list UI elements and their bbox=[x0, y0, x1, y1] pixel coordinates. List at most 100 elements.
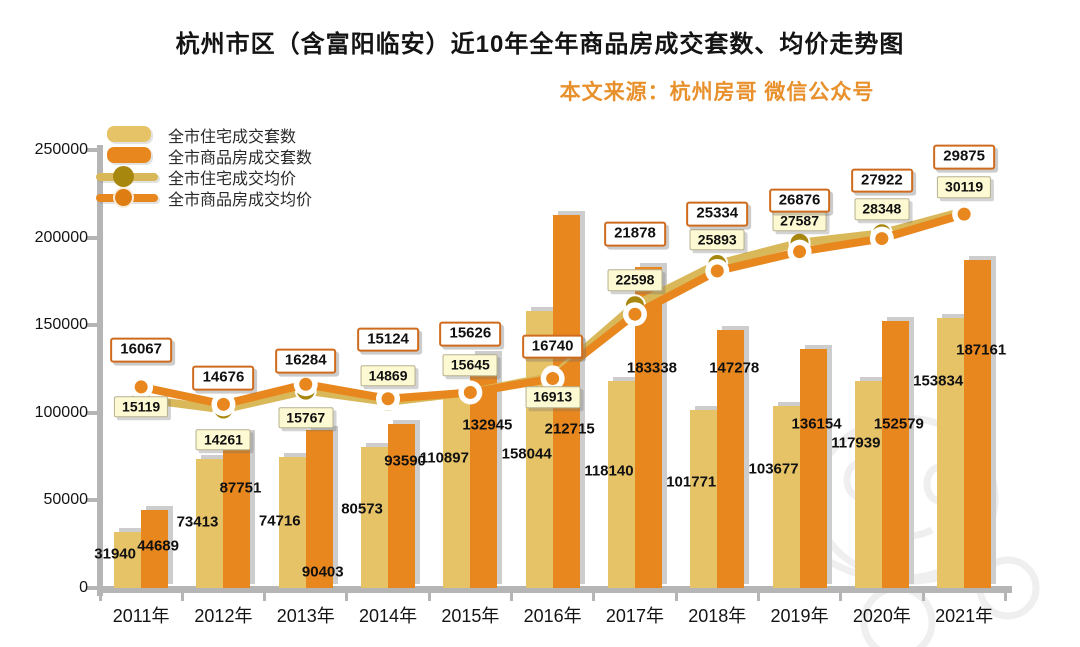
bar-commodity-2013年 bbox=[305, 429, 333, 588]
x-tick-label: 2018年 bbox=[688, 606, 747, 626]
bar-residential-2011年 bbox=[114, 532, 142, 588]
marker-ring-commodity-2012年 bbox=[211, 392, 236, 417]
x-axis-tick bbox=[756, 593, 760, 601]
bar-commodity-2019年 bbox=[799, 349, 827, 588]
x-axis-tick bbox=[98, 593, 102, 601]
marker-ring-commodity-2019年 bbox=[787, 239, 812, 264]
bar-value-residential-2014年: 80573 bbox=[341, 500, 383, 518]
bar-residential-2013年 bbox=[278, 457, 306, 588]
bar-value-commodity-2020年: 152579 bbox=[873, 415, 924, 433]
legend-item-residential-units: 全市住宅成交套数 bbox=[96, 124, 312, 146]
marker-residential-2021年 bbox=[953, 200, 976, 223]
legend-label: 全市商品房成交均价 bbox=[168, 191, 313, 209]
bar-value-residential-2015年: 110897 bbox=[419, 449, 469, 467]
price-label-residential-2015年: 15645 bbox=[442, 354, 498, 376]
bar-commodity-2021年 bbox=[964, 260, 992, 588]
x-tick-label: 2013年 bbox=[276, 606, 335, 626]
x-tick-label: 2016年 bbox=[523, 606, 582, 626]
price-label-residential-2016年: 16913 bbox=[525, 386, 581, 409]
bar-value-residential-2013年: 74716 bbox=[258, 512, 301, 530]
marker-ring-commodity-2020年 bbox=[869, 226, 894, 251]
bar-value-residential-2020年: 117939 bbox=[831, 434, 881, 452]
x-axis-tick bbox=[592, 593, 596, 601]
price-label-commodity-2021年: 29875 bbox=[933, 144, 995, 170]
price-label-commodity-2013年: 16284 bbox=[274, 348, 337, 374]
x-tick-label: 2020年 bbox=[852, 606, 911, 626]
legend-line-swatch-residential bbox=[96, 166, 158, 187]
legend-line-swatch-commodity bbox=[96, 187, 158, 208]
price-label-commodity-2020年: 27922 bbox=[850, 168, 913, 193]
x-axis-tick bbox=[839, 593, 843, 601]
legend-bar-swatch-commodity bbox=[96, 145, 158, 166]
bar-value-commodity-2018年: 147278 bbox=[709, 359, 760, 377]
bar-commodity-2014年 bbox=[388, 424, 416, 588]
bar-commodity-2015年 bbox=[470, 355, 498, 588]
bar-residential-2012年 bbox=[196, 459, 224, 588]
price-label-commodity-2012年: 14676 bbox=[192, 365, 255, 391]
marker-residential-2019年 bbox=[788, 231, 811, 254]
marker-residential-2012年 bbox=[212, 398, 235, 421]
marker-ring-commodity-2014年 bbox=[376, 386, 401, 411]
y-tick-label: 150000 bbox=[34, 316, 88, 334]
marker-residential-2013年 bbox=[294, 379, 317, 402]
price-label-residential-2018年: 25893 bbox=[689, 229, 745, 251]
x-axis-tick bbox=[345, 593, 349, 601]
x-axis-tick bbox=[263, 593, 267, 601]
price-label-commodity-2015年: 15626 bbox=[439, 322, 502, 347]
y-tick-label: 200000 bbox=[34, 228, 88, 246]
bar-value-residential-2012年: 73413 bbox=[176, 513, 219, 531]
bar-commodity-2020年 bbox=[881, 320, 909, 588]
bar-value-commodity-2015年: 132945 bbox=[462, 416, 513, 434]
x-axis-tick bbox=[510, 593, 513, 601]
bar-residential-2017年 bbox=[607, 381, 635, 588]
bar-value-commodity-2016年: 212715 bbox=[544, 420, 595, 438]
bar-value-commodity-2011年: 44689 bbox=[137, 537, 179, 555]
source-credit: 本文来源：杭州房哥 微信公众号 bbox=[559, 81, 875, 104]
x-tick-label: 2011年 bbox=[112, 606, 170, 626]
y-axis-tick bbox=[86, 148, 97, 152]
x-axis-tick bbox=[427, 593, 431, 601]
price-label-residential-2019年: 27587 bbox=[772, 210, 828, 232]
y-axis-tick bbox=[86, 235, 97, 240]
bar-value-commodity-2017年: 183338 bbox=[626, 359, 677, 377]
bar-residential-2021年 bbox=[937, 318, 965, 588]
price-label-residential-2011年: 15119 bbox=[114, 396, 169, 418]
marker-ring-commodity-2021年 bbox=[952, 202, 977, 227]
x-axis-tick bbox=[180, 593, 184, 601]
price-label-residential-2013年: 15767 bbox=[278, 406, 334, 429]
price-label-commodity-2018年: 25334 bbox=[686, 201, 749, 227]
marker-ring-commodity-2013年 bbox=[293, 372, 318, 397]
bar-residential-2015年 bbox=[443, 393, 471, 588]
x-tick-label: 2015年 bbox=[441, 606, 500, 626]
y-axis-line bbox=[97, 145, 103, 596]
bar-commodity-2012年 bbox=[223, 434, 251, 588]
price-label-commodity-2019年: 26876 bbox=[768, 188, 831, 214]
marker-ring-commodity-2018年 bbox=[705, 258, 730, 283]
marker-commodity-2013年 bbox=[299, 377, 313, 391]
y-axis-tick bbox=[86, 586, 97, 590]
marker-commodity-2012年 bbox=[216, 397, 230, 411]
price-label-residential-2017年: 22598 bbox=[607, 269, 663, 291]
legend: 全市住宅成交套数 全市商品房成交套数 全市住宅成交均价 全市商品房成交均价 bbox=[96, 124, 313, 209]
legend-label: 全市住宅成交均价 bbox=[168, 170, 297, 188]
marker-residential-2020年 bbox=[870, 222, 893, 245]
marker-commodity-2021年 bbox=[957, 207, 971, 221]
price-label-residential-2012年: 14261 bbox=[195, 428, 251, 451]
price-label-commodity-2016年: 16740 bbox=[521, 334, 584, 359]
x-axis-tick bbox=[1003, 593, 1007, 601]
y-tick-label: 250000 bbox=[34, 141, 88, 158]
marker-commodity-2011年 bbox=[134, 380, 148, 394]
y-axis-tick bbox=[86, 498, 97, 503]
legend-label: 全市商品房成交套数 bbox=[168, 149, 313, 167]
marker-commodity-2014年 bbox=[381, 392, 395, 406]
marker-commodity-2020年 bbox=[875, 232, 889, 246]
x-axis-tick bbox=[674, 593, 678, 601]
y-tick-label: 50000 bbox=[43, 491, 89, 509]
bar-value-residential-2019年: 103677 bbox=[748, 460, 799, 478]
x-axis-line bbox=[97, 586, 1012, 593]
price-label-commodity-2011年: 16067 bbox=[110, 337, 172, 363]
bar-residential-2014年 bbox=[361, 446, 389, 588]
bar-residential-2020年 bbox=[854, 381, 882, 588]
bar-value-commodity-2019年: 136154 bbox=[791, 415, 842, 433]
y-tick-label: 0 bbox=[79, 579, 88, 596]
